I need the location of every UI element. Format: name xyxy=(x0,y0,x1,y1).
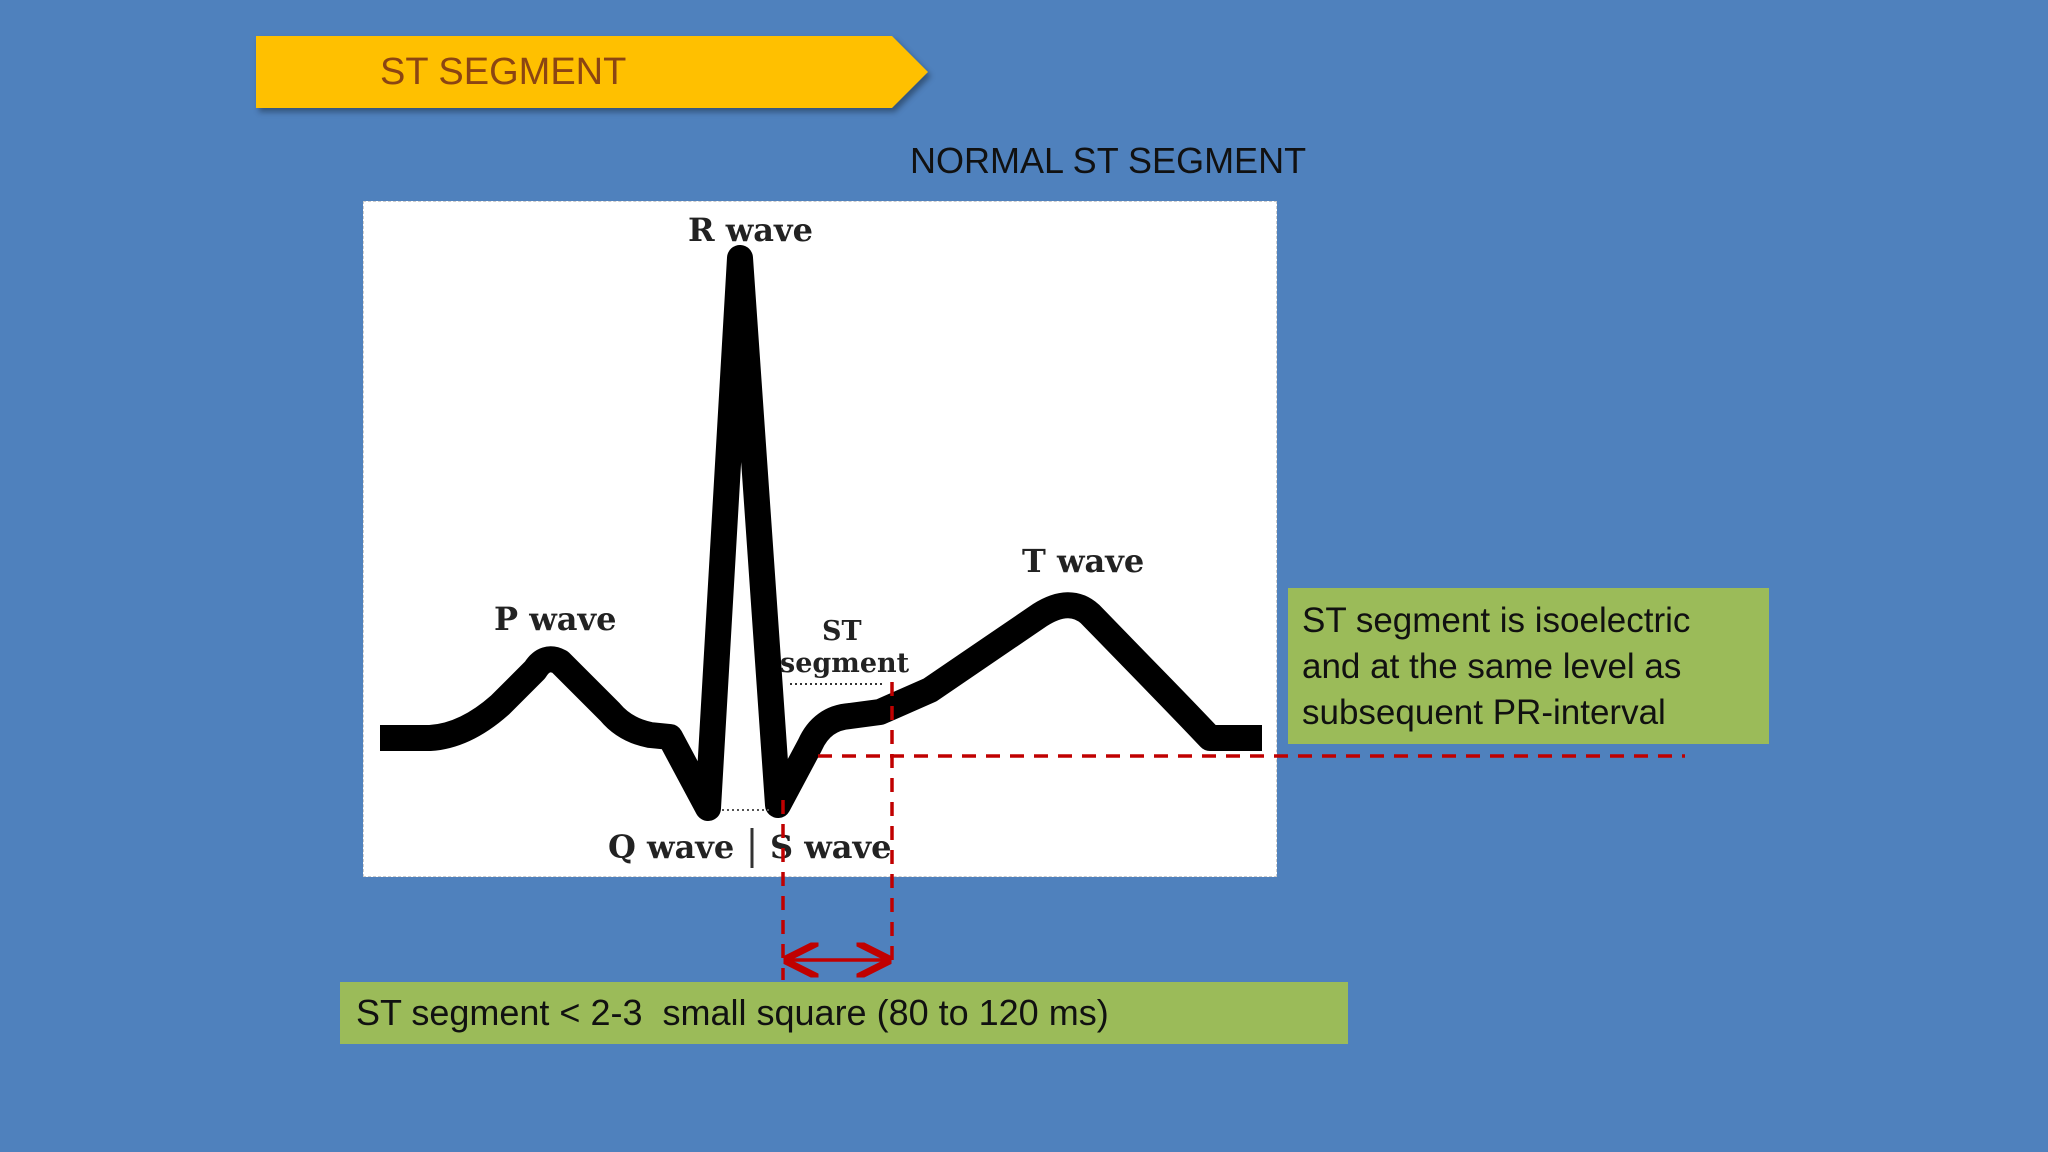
duration-note: ST segment < 2-3 small square (80 to 120… xyxy=(340,982,1348,1044)
isoelectric-note: ST segment is isoelectric and at the sam… xyxy=(1288,588,1769,744)
banner-arrow-shape xyxy=(256,36,928,108)
ecg-diagram-panel xyxy=(363,201,1277,877)
slide-title: ST SEGMENT xyxy=(380,51,627,93)
diagram-title: NORMAL ST SEGMENT xyxy=(910,140,1307,181)
title-banner: ST SEGMENT xyxy=(256,36,928,108)
